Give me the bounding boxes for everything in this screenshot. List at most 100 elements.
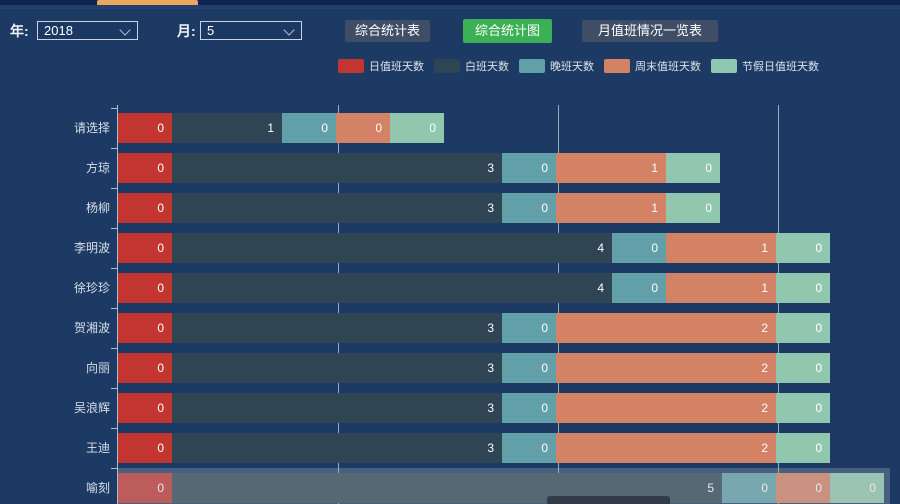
- active-tab-indicator[interactable]: [97, 0, 198, 5]
- bar-segment[interactable]: 3: [172, 313, 502, 343]
- year-select[interactable]: 2018: [37, 21, 138, 40]
- browser-tabstrip: [0, 0, 900, 5]
- y-axis-tick: [111, 348, 117, 349]
- bar-segment[interactable]: 0: [776, 233, 830, 263]
- bar-segment[interactable]: 0: [336, 113, 390, 143]
- legend-swatch: [338, 59, 364, 73]
- bar-segment[interactable]: 3: [172, 353, 502, 383]
- y-axis-label: 请选择: [73, 121, 110, 135]
- bar-segment[interactable]: 0: [118, 313, 172, 343]
- bar-segment[interactable]: 0: [118, 113, 172, 143]
- bar-segment[interactable]: 0: [776, 433, 830, 463]
- bar-segment[interactable]: 0: [502, 353, 556, 383]
- bar-segment[interactable]: 0: [830, 473, 884, 503]
- y-axis-label: 方琼: [85, 161, 110, 175]
- bar-segment[interactable]: 0: [118, 393, 172, 423]
- y-axis-tick: [111, 148, 117, 149]
- y-axis-tick: [111, 388, 117, 389]
- y-axis-label: 李明波: [73, 241, 110, 255]
- y-axis-label: 喻刻: [85, 481, 110, 495]
- bar-segment[interactable]: 0: [776, 353, 830, 383]
- legend-swatch: [519, 59, 545, 73]
- bar-segment[interactable]: 0: [776, 273, 830, 303]
- legend-swatch: [434, 59, 460, 73]
- bar-segment[interactable]: 0: [666, 193, 720, 223]
- bar-segment[interactable]: 0: [502, 153, 556, 183]
- year-label: 年:: [10, 23, 29, 39]
- legend-item[interactable]: 周末值班天数: [604, 58, 701, 74]
- bar-segment[interactable]: 0: [666, 153, 720, 183]
- bar-segment[interactable]: 3: [172, 153, 502, 183]
- legend-label: 晚班天数: [550, 61, 594, 73]
- legend-label: 白班天数: [465, 61, 509, 73]
- bar-segment[interactable]: 2: [556, 353, 776, 383]
- bar-segment[interactable]: 2: [556, 313, 776, 343]
- bar-segment[interactable]: 0: [282, 113, 336, 143]
- legend-item[interactable]: 晚班天数: [519, 58, 594, 74]
- y-axis-label: 贺湘波: [73, 321, 110, 335]
- y-axis-tick: [111, 428, 117, 429]
- bar-segment[interactable]: 3: [172, 433, 502, 463]
- bar-segment[interactable]: 1: [666, 233, 776, 263]
- bar-segment[interactable]: 0: [776, 393, 830, 423]
- bar-segment[interactable]: 0: [118, 353, 172, 383]
- y-axis-tick: [111, 108, 117, 109]
- y-axis-label: 吴浪辉: [73, 401, 110, 415]
- y-axis-label: 向丽: [85, 361, 110, 375]
- bar-segment[interactable]: 1: [666, 273, 776, 303]
- bar-segment[interactable]: 0: [776, 473, 830, 503]
- bar-segment[interactable]: 0: [776, 313, 830, 343]
- y-axis-label: 王迪: [85, 441, 110, 455]
- x-gridline: [778, 105, 779, 504]
- y-axis-tick: [111, 188, 117, 189]
- bar-segment[interactable]: 0: [502, 193, 556, 223]
- x-gridline: [558, 105, 559, 504]
- bar-segment[interactable]: 1: [556, 193, 666, 223]
- legend-swatch: [604, 59, 630, 73]
- bar-segment[interactable]: 0: [118, 193, 172, 223]
- y-axis-label: 徐珍珍: [73, 281, 110, 295]
- month-select[interactable]: 5: [200, 21, 302, 40]
- stats-chart-button[interactable]: 综合统计图: [463, 19, 552, 43]
- month-duty-overview-button[interactable]: 月值班情况一览表: [582, 20, 718, 42]
- chevron-down-icon: [283, 24, 295, 36]
- bar-segment[interactable]: 0: [390, 113, 444, 143]
- bar-segment[interactable]: 0: [612, 273, 666, 303]
- bar-segment[interactable]: 4: [172, 233, 612, 263]
- bar-segment[interactable]: 1: [556, 153, 666, 183]
- bar-segment[interactable]: 0: [118, 233, 172, 263]
- tabstrip-shadow: [0, 5, 900, 9]
- bar-segment[interactable]: 4: [172, 273, 612, 303]
- bar-segment[interactable]: 3: [172, 393, 502, 423]
- chart-legend: 日值班天数 白班天数 晚班天数 周末值班天数 节假日值班天数: [338, 58, 819, 74]
- bar-segment[interactable]: 0: [502, 313, 556, 343]
- bar-segment[interactable]: 3: [172, 193, 502, 223]
- month-select-value: 5: [207, 23, 215, 38]
- bar-segment[interactable]: 0: [502, 393, 556, 423]
- bar-segment[interactable]: 0: [118, 153, 172, 183]
- bar-segment[interactable]: 0: [502, 433, 556, 463]
- x-gridline: [338, 105, 339, 504]
- legend-item[interactable]: 白班天数: [434, 58, 509, 74]
- month-label: 月:: [177, 23, 196, 39]
- chevron-down-icon: [119, 24, 131, 36]
- year-select-value: 2018: [44, 23, 73, 38]
- bar-segment[interactable]: 0: [612, 233, 666, 263]
- bar-segment[interactable]: 0: [118, 433, 172, 463]
- y-axis-tick: [111, 268, 117, 269]
- legend-label: 日值班天数: [369, 61, 424, 73]
- bar-segment[interactable]: 2: [556, 433, 776, 463]
- legend-item[interactable]: 日值班天数: [338, 58, 424, 74]
- bar-segment[interactable]: 0: [118, 473, 172, 503]
- y-axis-tick: [111, 228, 117, 229]
- bar-segment[interactable]: 2: [556, 393, 776, 423]
- bar-segment[interactable]: 1: [172, 113, 282, 143]
- bar-segment[interactable]: 0: [722, 473, 776, 503]
- y-axis-tick: [111, 308, 117, 309]
- legend-item[interactable]: 节假日值班天数: [711, 58, 819, 74]
- legend-label: 周末值班天数: [635, 61, 701, 73]
- bar-segment[interactable]: 0: [118, 273, 172, 303]
- legend-label: 节假日值班天数: [742, 61, 819, 73]
- stats-table-button[interactable]: 综合统计表: [345, 20, 430, 42]
